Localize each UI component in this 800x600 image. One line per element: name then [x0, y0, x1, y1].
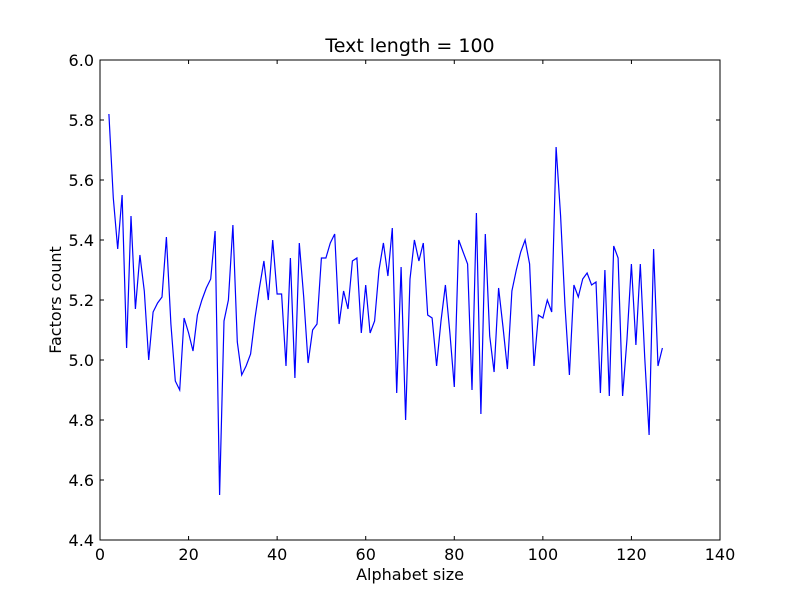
- x-axis: 0 20 40 60 80 100 120 140: [95, 60, 735, 564]
- y-tick-label: 5.2: [69, 291, 94, 310]
- y-tick-label: 4.6: [69, 471, 94, 490]
- y-axis-title: Factors count: [46, 246, 65, 354]
- y-tick-label: 5.4: [69, 231, 94, 250]
- chart-title: Text length = 100: [324, 35, 494, 57]
- series-line-0: [108, 113, 663, 496]
- x-tick-label: 120: [616, 545, 647, 564]
- y-tick-label: 5.8: [69, 111, 94, 130]
- y-tick-label: 6.0: [69, 51, 94, 70]
- y-axis: 4.4 4.6 4.8 5.0 5.2 5.4 5.6 5.8 6.0: [69, 51, 720, 550]
- y-tick-label: 5.6: [69, 171, 94, 190]
- x-tick-label: 100: [528, 545, 559, 564]
- x-tick-label: 20: [178, 545, 198, 564]
- y-tick-label: 4.8: [69, 411, 94, 430]
- x-tick-label: 60: [356, 545, 376, 564]
- series-layer: [108, 113, 663, 496]
- x-tick-label: 140: [705, 545, 736, 564]
- x-tick-label: 40: [267, 545, 287, 564]
- plot-area: [99, 59, 721, 541]
- x-axis-title: Alphabet size: [356, 565, 464, 584]
- x-tick-label: 0: [95, 545, 105, 564]
- y-tick-label: 4.4: [69, 531, 94, 550]
- x-tick-label: 80: [444, 545, 464, 564]
- y-tick-label: 5.0: [69, 351, 94, 370]
- plot-frame: [99, 59, 721, 541]
